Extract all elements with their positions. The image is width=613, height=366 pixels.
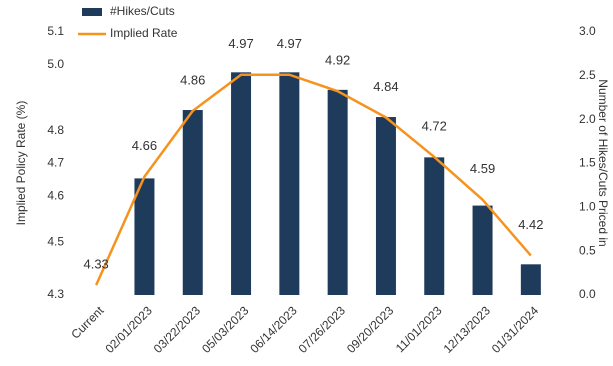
bar xyxy=(520,264,541,295)
x-tick-label: 12/13/2023 xyxy=(441,303,494,356)
yticks-label: 4.8 xyxy=(47,123,64,137)
data-label: 4.72 xyxy=(422,118,447,133)
data-label: 4.42 xyxy=(518,217,543,232)
data-label: 4.97 xyxy=(277,36,302,51)
yticks-label: 4.6 xyxy=(47,189,64,203)
bar xyxy=(279,72,300,296)
bar xyxy=(327,89,348,295)
data-label: 4.92 xyxy=(325,53,350,68)
yticks-label: 5.0 xyxy=(47,57,64,71)
legend-label: #Hikes/Cuts xyxy=(110,4,175,18)
y2ticks-label: 0.0 xyxy=(579,287,596,301)
bar xyxy=(182,110,203,295)
bar xyxy=(134,178,155,295)
bar xyxy=(375,117,396,295)
data-label: 4.84 xyxy=(373,79,398,94)
bar xyxy=(472,205,493,295)
data-label: 4.97 xyxy=(228,36,253,51)
x-tick-label: 07/26/2023 xyxy=(296,303,349,356)
x-tick-label: 05/03/2023 xyxy=(199,303,252,356)
bar xyxy=(231,72,252,296)
y2-axis-title: Number of Hikes/Cuts Priced in xyxy=(596,79,610,246)
x-tick-label: 09/20/2023 xyxy=(344,303,397,356)
data-label: 4.33 xyxy=(83,257,108,272)
line xyxy=(95,73,532,286)
y2ticks-label: 3.0 xyxy=(579,24,596,38)
legend-label: Implied Rate xyxy=(110,26,178,40)
x-tick-label: 01/31/2024 xyxy=(489,303,542,356)
yticks-label: 4.3 xyxy=(47,287,64,301)
data-label: 4.66 xyxy=(132,138,157,153)
y-axis-title: Implied Policy Rate (%) xyxy=(14,101,28,226)
data-label: 4.59 xyxy=(470,161,495,176)
x-tick-label: 06/14/2023 xyxy=(247,303,300,356)
y2ticks-label: 2.5 xyxy=(579,68,596,82)
yticks-label: 5.1 xyxy=(47,24,64,38)
bar xyxy=(424,157,445,295)
y2ticks-label: 0.5 xyxy=(579,243,596,257)
x-tick-label: 03/22/2023 xyxy=(151,303,204,356)
y2ticks-label: 2.0 xyxy=(579,112,596,126)
data-label: 4.86 xyxy=(180,72,205,87)
y2ticks-label: 1.5 xyxy=(579,156,596,170)
legend-swatch xyxy=(82,8,102,16)
y2ticks-label: 1.0 xyxy=(579,200,596,214)
x-tick-label: Current xyxy=(68,303,107,342)
yticks-label: 4.7 xyxy=(47,156,64,170)
x-tick-label: 02/01/2023 xyxy=(102,303,155,356)
x-tick-label: 11/01/2023 xyxy=(393,303,445,355)
yticks-label: 4.5 xyxy=(47,235,64,249)
